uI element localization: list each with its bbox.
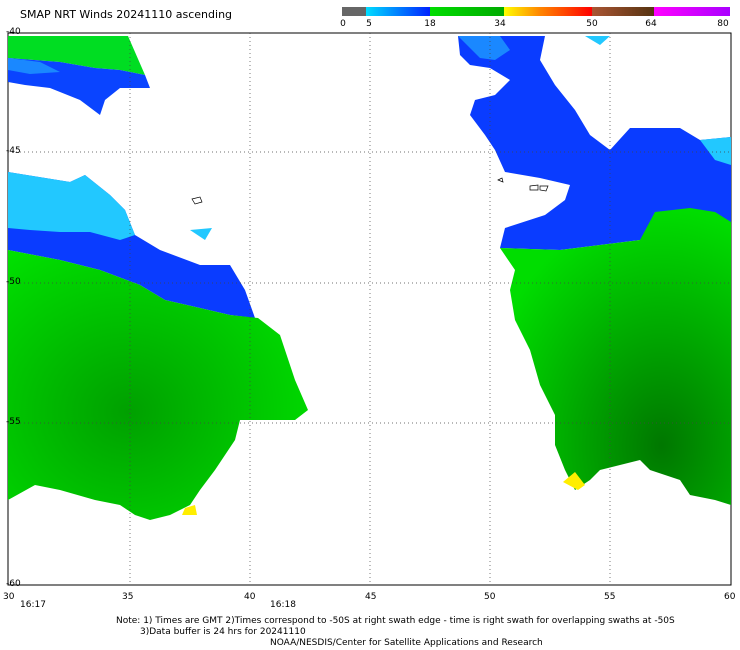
colorbar-tick: 80 — [717, 19, 729, 29]
credit-line: NOAA/NESDIS/Center for Satellite Applica… — [270, 638, 543, 648]
lon-label: 35 — [122, 592, 134, 602]
colorbar-tick: 64 — [645, 19, 657, 29]
lon-label: 50 — [484, 592, 496, 602]
lat-label: -50 — [6, 277, 21, 287]
colorbar-tick: 34 — [494, 19, 506, 29]
lon-label: 30 — [3, 592, 15, 602]
colorbar — [342, 7, 730, 16]
lon-label: 60 — [724, 592, 736, 602]
right-swath — [458, 36, 731, 505]
colorbar-tick: 18 — [424, 19, 436, 29]
left-swath — [8, 36, 308, 520]
footnote-line-2: 3)Data buffer is 24 hrs for 20241110 — [140, 627, 306, 637]
map-title: SMAP NRT Winds 20241110 ascending — [20, 8, 233, 21]
lon-label: 55 — [604, 592, 616, 602]
lat-label: -60 — [6, 579, 21, 589]
colorbar-tick: 5 — [366, 19, 372, 29]
footnote-line-1: Note: 1) Times are GMT 2)Times correspon… — [116, 616, 675, 626]
colorbar-tick: 0 — [340, 19, 346, 29]
swath-time-label: 16:17 — [20, 600, 46, 610]
lat-label: -45 — [6, 146, 21, 156]
lat-label: -55 — [6, 417, 21, 427]
lon-label: 40 — [244, 592, 256, 602]
swath-time-label: 16:18 — [270, 600, 296, 610]
lat-label: -40 — [6, 27, 21, 37]
lon-label: 45 — [365, 592, 377, 602]
grid-lines — [8, 33, 731, 585]
colorbar-tick: 50 — [586, 19, 598, 29]
colorbar-labels: 0 5 18 34 50 64 80 — [0, 19, 740, 33]
